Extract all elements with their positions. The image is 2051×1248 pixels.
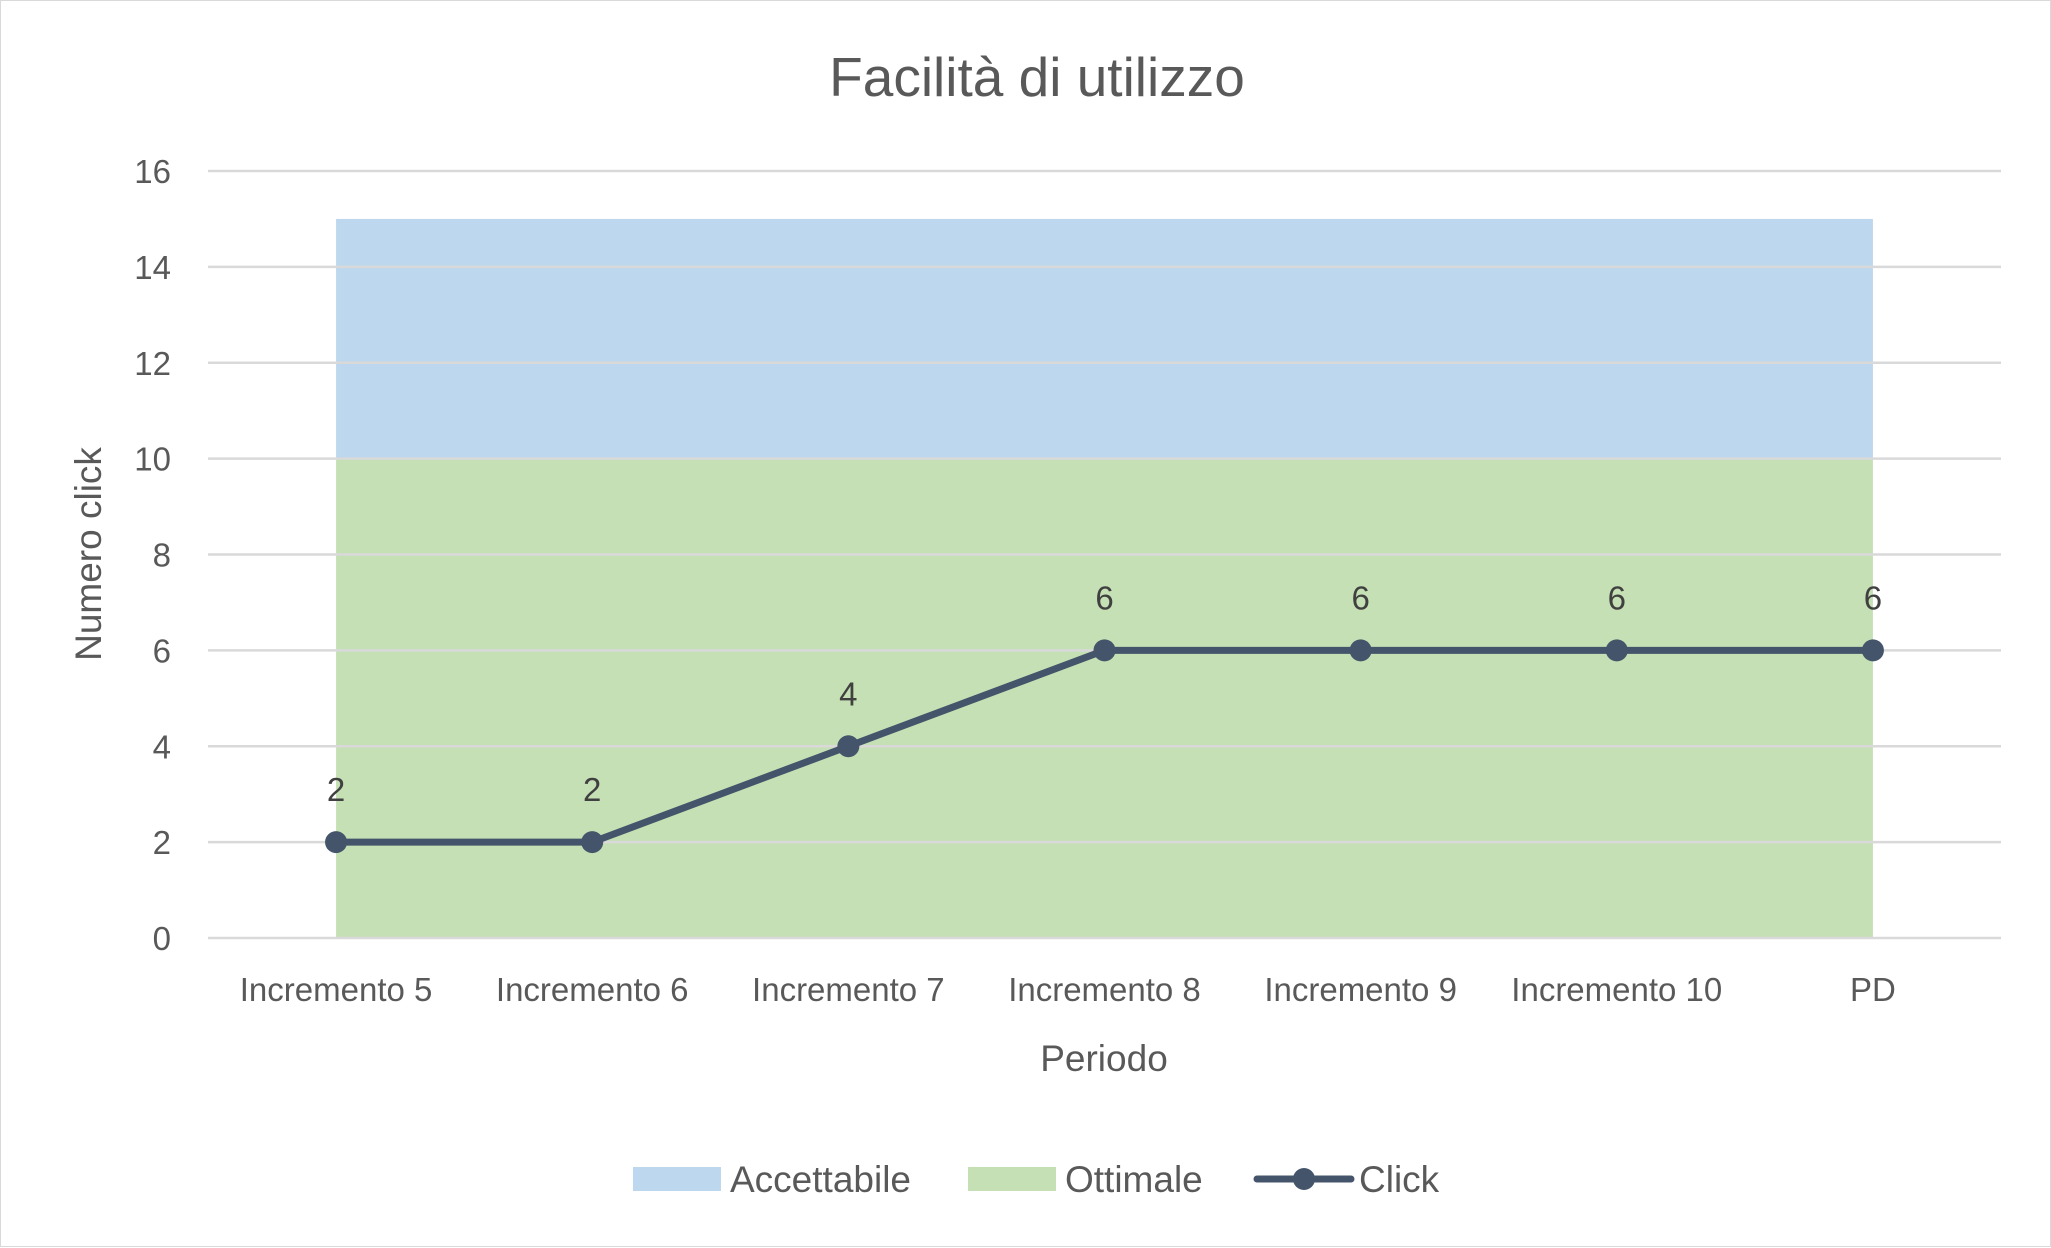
legend: Accettabile Ottimale Click [633, 1159, 1440, 1200]
data-point [1349, 639, 1372, 662]
data-label: 2 [327, 771, 345, 808]
y-tick-label: 10 [134, 441, 171, 478]
y-tick-label: 2 [153, 824, 171, 861]
data-point [1605, 639, 1628, 662]
data-label: 6 [1864, 579, 1882, 616]
legend-swatch-accettabile [633, 1167, 721, 1191]
data-point [1861, 639, 1884, 662]
data-point [325, 831, 348, 854]
click-series [325, 639, 1884, 854]
y-tick-label: 8 [153, 537, 171, 574]
y-tick-label: 12 [134, 345, 171, 382]
data-label: 2 [583, 771, 601, 808]
legend-marker-click [1293, 1168, 1315, 1190]
y-axis-title: Numero click [68, 447, 109, 661]
y-tick-label: 6 [153, 632, 171, 669]
legend-label-accettabile: Accettabile [730, 1159, 911, 1200]
x-tick-label: Incremento 8 [1008, 971, 1201, 1008]
y-tick-label: 0 [153, 920, 171, 957]
band-accettabile [336, 218, 1873, 459]
x-axis-ticks: Incremento 5 Incremento 6 Incremento 7 Incr… [240, 971, 1896, 1008]
x-tick-label: Incremento 9 [1264, 971, 1457, 1008]
data-label: 6 [1095, 579, 1113, 616]
data-label: 6 [1608, 579, 1626, 616]
y-tick-label: 16 [134, 153, 171, 190]
x-axis-title: Periodo [1040, 1038, 1168, 1079]
x-tick-label: Incremento 5 [240, 971, 433, 1008]
data-point [837, 735, 860, 758]
y-tick-label: 4 [153, 728, 171, 765]
legend-label-ottimale: Ottimale [1065, 1159, 1203, 1200]
x-tick-label: Incremento 7 [752, 971, 945, 1008]
data-point [1093, 639, 1116, 662]
legend-label-click: Click [1359, 1159, 1440, 1200]
data-labels: 2 2 4 6 6 6 6 [327, 579, 1882, 808]
data-label: 6 [1351, 579, 1369, 616]
data-label: 4 [839, 675, 857, 712]
threshold-bands [336, 218, 1873, 938]
y-tick-label: 14 [134, 249, 171, 286]
chart-title: Facilità di utilizzo [829, 46, 1245, 108]
y-axis-ticks: 0 2 4 6 8 10 12 14 16 [134, 153, 171, 957]
band-ottimale [336, 458, 1873, 938]
x-tick-label: Incremento 10 [1511, 971, 1722, 1008]
legend-swatch-ottimale [968, 1167, 1056, 1191]
data-point [581, 831, 604, 854]
x-tick-label: Incremento 6 [496, 971, 689, 1008]
x-tick-label: PD [1850, 971, 1896, 1008]
